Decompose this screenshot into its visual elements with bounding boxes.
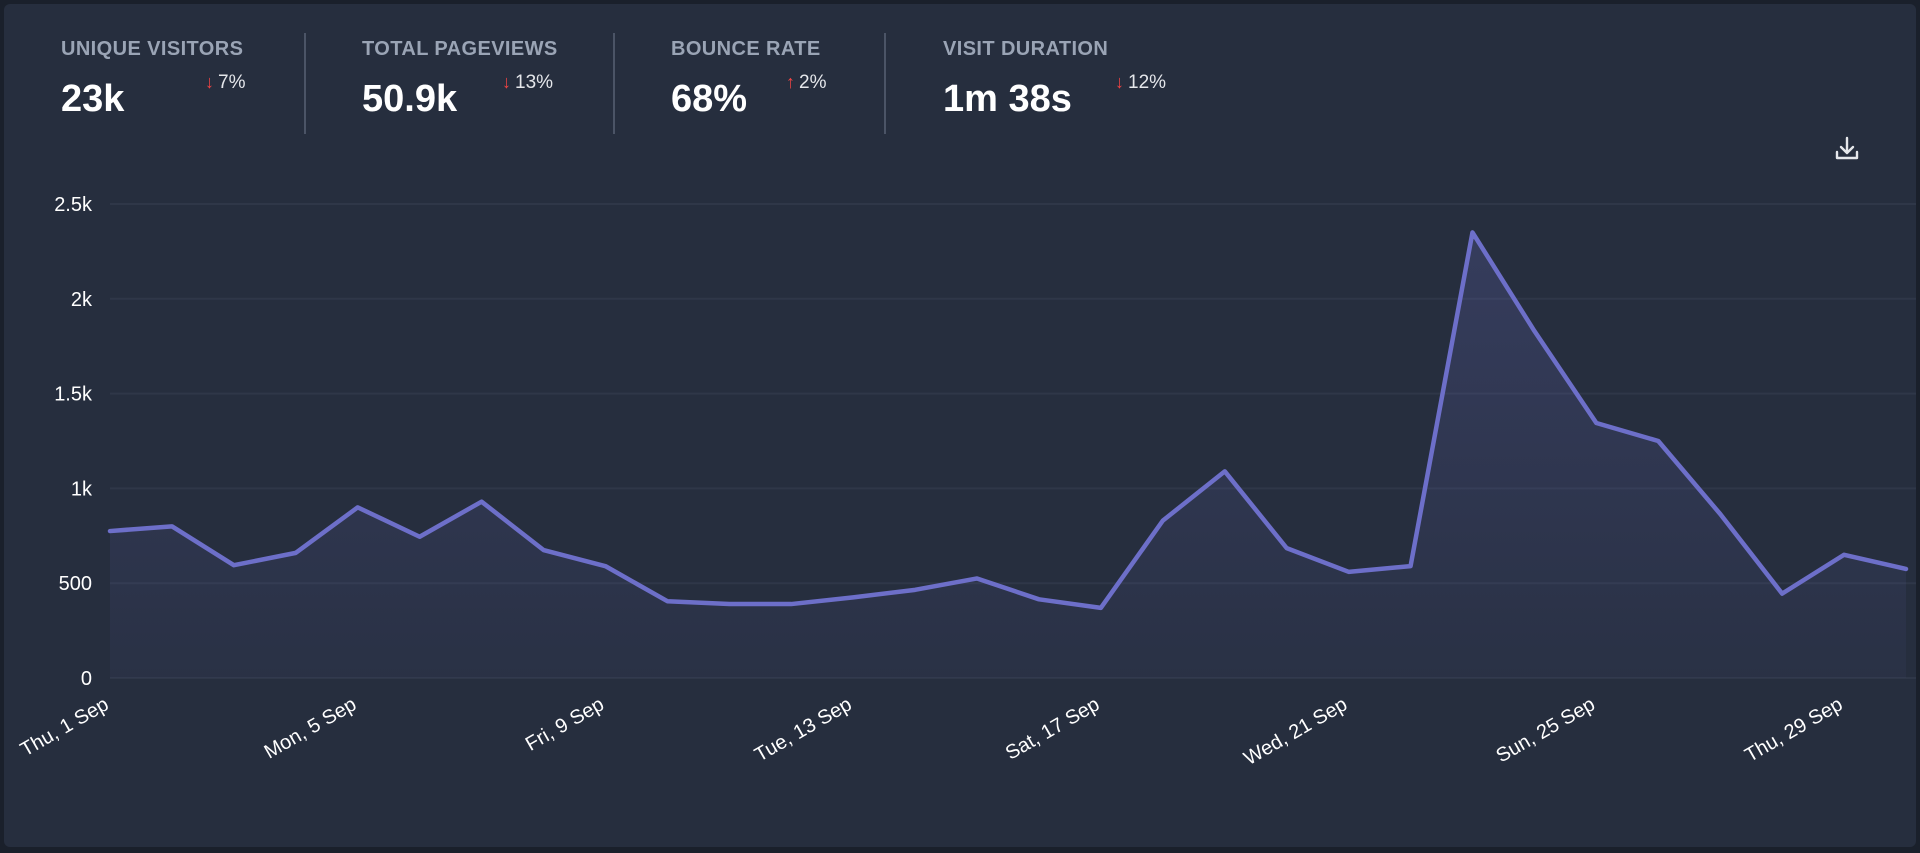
y-tick-label: 500 xyxy=(59,573,92,595)
y-tick-label: 2.5k xyxy=(54,194,93,216)
stat-value: 1m 38s xyxy=(943,78,1072,120)
data-point xyxy=(480,500,484,504)
stat-label: BOUNCE RATE xyxy=(671,38,821,60)
download-icon xyxy=(1835,136,1859,160)
analytics-card: UNIQUE VISITORS 23k ↓ 7% TOTAL PAGEVIEWS … xyxy=(4,4,1916,847)
stat-label: UNIQUE VISITORS xyxy=(61,38,244,60)
x-tick-label: Wed, 21 Sep xyxy=(1240,693,1351,770)
x-tick-label: Sun, 25 Sep xyxy=(1493,693,1599,767)
data-point xyxy=(1347,570,1351,574)
data-point xyxy=(1904,567,1908,571)
y-tick-label: 1k xyxy=(71,478,93,500)
data-point xyxy=(294,551,298,555)
stat-label: VISIT DURATION xyxy=(943,38,1109,60)
arrow-up-icon: ↑ xyxy=(786,72,795,92)
data-point xyxy=(1285,546,1289,550)
divider xyxy=(884,33,886,134)
stat-change: ↓ 12% xyxy=(1115,72,1166,94)
data-point xyxy=(1842,553,1846,557)
stat-change-value: 12% xyxy=(1128,72,1167,93)
data-point xyxy=(665,599,669,603)
x-tick-label: Thu, 29 Sep xyxy=(1741,693,1846,767)
y-tick-label: 0 xyxy=(81,668,92,690)
arrow-down-icon: ↓ xyxy=(1115,72,1124,92)
data-point xyxy=(1532,329,1536,333)
data-point xyxy=(851,595,855,599)
arrow-down-icon: ↓ xyxy=(205,72,214,92)
stat-change-value: 7% xyxy=(218,72,246,93)
stat-bounce-rate[interactable]: BOUNCE RATE 68% ↑ 2% xyxy=(671,38,826,120)
data-point xyxy=(170,524,174,528)
data-point xyxy=(603,564,607,568)
data-point xyxy=(789,602,793,606)
stat-value: 68% xyxy=(671,78,748,120)
x-tick-label: Mon, 5 Sep xyxy=(261,693,361,763)
y-tick-label: 2k xyxy=(71,289,93,311)
stat-unique-visitors[interactable]: UNIQUE VISITORS 23k ↓ 7% xyxy=(61,38,245,120)
data-point xyxy=(232,563,236,567)
arrow-down-icon: ↓ xyxy=(502,72,511,92)
data-point xyxy=(418,535,422,539)
x-tick-label: Tue, 13 Sep xyxy=(751,693,856,766)
visitors-chart: 0 500 1k 1.5k 2k 2.5k Thu, 1 Sep Mon, 5 Sep Fri,… xyxy=(17,194,1916,770)
divider xyxy=(613,33,615,134)
data-point xyxy=(356,505,360,509)
stats-bar: UNIQUE VISITORS 23k ↓ 7% TOTAL PAGEVIEWS … xyxy=(4,4,1304,134)
stat-visit-duration[interactable]: VISIT DURATION 1m 38s ↓ 12% xyxy=(943,38,1166,120)
data-point xyxy=(1223,469,1227,473)
x-tick-label: Fri, 9 Sep xyxy=(522,693,608,755)
download-button[interactable] xyxy=(1830,132,1864,166)
x-tick-label: Sat, 17 Sep xyxy=(1002,693,1104,764)
stat-change: ↓ 7% xyxy=(205,72,245,94)
stat-change: ↑ 2% xyxy=(786,72,826,94)
data-point xyxy=(542,548,546,552)
data-point xyxy=(1037,597,1041,601)
y-tick-label: 1.5k xyxy=(54,384,93,406)
data-point xyxy=(1099,606,1103,610)
data-point xyxy=(913,588,917,592)
stat-value: 23k xyxy=(61,78,125,120)
stat-change: ↓ 13% xyxy=(502,72,553,94)
data-point xyxy=(1656,439,1660,443)
data-point xyxy=(1161,519,1165,523)
stat-change-value: 2% xyxy=(799,72,827,93)
area-fill xyxy=(110,232,1906,678)
data-point xyxy=(1594,421,1598,425)
divider xyxy=(304,33,306,134)
data-point xyxy=(1409,564,1413,568)
series-line xyxy=(107,230,1909,611)
x-tick-label: Thu, 1 Sep xyxy=(17,693,113,761)
data-point xyxy=(1780,592,1784,596)
data-point xyxy=(727,602,731,606)
data-point xyxy=(108,529,112,533)
stat-change-value: 13% xyxy=(515,72,554,93)
data-point xyxy=(975,576,979,580)
stat-total-pageviews[interactable]: TOTAL PAGEVIEWS 50.9k ↓ 13% xyxy=(362,38,558,120)
data-point xyxy=(1718,512,1722,516)
data-point xyxy=(1470,230,1474,234)
stat-label: TOTAL PAGEVIEWS xyxy=(362,38,558,60)
stat-value: 50.9k xyxy=(362,78,458,120)
